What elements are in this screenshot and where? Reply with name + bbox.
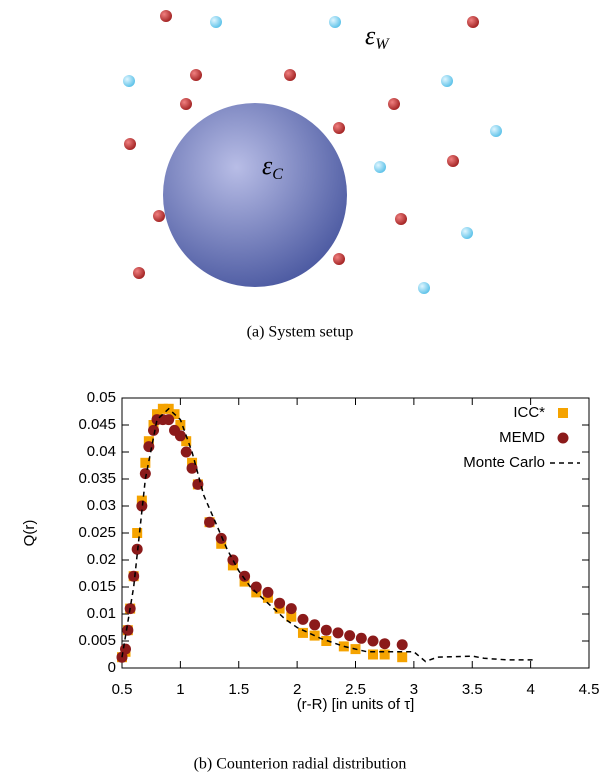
legend-marker xyxy=(557,432,569,444)
system-diagram: εW εC xyxy=(123,10,502,294)
data-point xyxy=(181,436,192,447)
data-point xyxy=(274,597,286,609)
data-line xyxy=(121,407,537,663)
data-point xyxy=(250,581,262,593)
x-tick-label: 0.5 xyxy=(112,681,133,698)
data-point xyxy=(321,636,332,646)
counterions xyxy=(124,10,479,279)
x-tick-label: 2.5 xyxy=(345,681,366,698)
colloid-sphere xyxy=(163,103,347,287)
data-point xyxy=(139,468,151,480)
data-point xyxy=(297,627,308,638)
caption-b: (b) Counterion radial distribution xyxy=(194,756,407,773)
x-tick-label: 4 xyxy=(526,681,534,698)
data-point xyxy=(148,424,160,436)
data-point xyxy=(332,627,344,639)
y-tick-label: 0.02 xyxy=(87,551,116,568)
data-point xyxy=(262,586,274,598)
data-point xyxy=(180,446,192,458)
data-point xyxy=(396,639,408,651)
data-point xyxy=(136,500,148,512)
data-point xyxy=(379,638,391,650)
x-axis-label: (r-R) [in units of τ] xyxy=(297,696,415,713)
data-point xyxy=(344,630,356,642)
y-tick-label: 0 xyxy=(108,659,116,676)
x-tick-label: 3.5 xyxy=(462,681,483,698)
data-point xyxy=(175,420,186,430)
data-point xyxy=(285,603,297,615)
y-tick-label: 0.04 xyxy=(87,443,116,460)
y-tick-label: 0.05 xyxy=(87,389,116,406)
data-point xyxy=(163,414,175,426)
data-point xyxy=(227,554,239,566)
legend-label: Monte Carlo xyxy=(463,454,545,471)
x-tick-label: 3 xyxy=(410,681,418,698)
x-tick-label: 1.5 xyxy=(228,681,249,698)
data-point xyxy=(397,652,408,663)
x-tick-label: 4.5 xyxy=(579,681,600,698)
y-tick-label: 0.025 xyxy=(78,524,116,541)
data-point xyxy=(367,635,379,647)
data-point xyxy=(297,613,309,625)
legend-label: MEMD xyxy=(499,429,545,446)
legend-marker xyxy=(558,408,568,418)
y-tick-label: 0.015 xyxy=(78,578,116,595)
data-point xyxy=(320,624,332,636)
data-point xyxy=(122,624,134,636)
data-point xyxy=(120,643,132,655)
x-tick-label: 2 xyxy=(293,681,301,698)
epsilon-c: εC xyxy=(262,151,283,183)
data-point xyxy=(157,403,168,414)
coions xyxy=(123,16,502,294)
y-tick-label: 0.045 xyxy=(78,416,116,433)
y-tick-label: 0.03 xyxy=(87,497,116,514)
data-point xyxy=(132,528,143,538)
caption-a: (a) System setup xyxy=(247,324,354,341)
y-tick-label: 0.035 xyxy=(78,470,116,487)
data-point xyxy=(128,570,140,582)
data-point xyxy=(379,649,390,660)
x-tick-label: 1 xyxy=(176,681,184,698)
data-point xyxy=(140,457,151,468)
data-point xyxy=(355,632,367,644)
data-point xyxy=(309,619,321,631)
data-point xyxy=(174,430,186,442)
epsilon-w: εW xyxy=(365,21,390,53)
data-point xyxy=(286,611,297,622)
data-point xyxy=(239,570,251,582)
data-point xyxy=(368,649,379,660)
y-tick-label: 0.01 xyxy=(87,605,116,622)
data-point xyxy=(215,532,227,544)
data-point xyxy=(204,516,216,528)
y-axis-label: Q(r) xyxy=(21,520,38,547)
data-point xyxy=(186,462,198,474)
y-tick-label: 0.005 xyxy=(78,632,116,649)
chart: 0 0.005 0.01 0.015 0.02 0.025 0.03 0.035 0.04 0.0… xyxy=(21,389,599,713)
legend-label: ICC* xyxy=(513,404,545,421)
